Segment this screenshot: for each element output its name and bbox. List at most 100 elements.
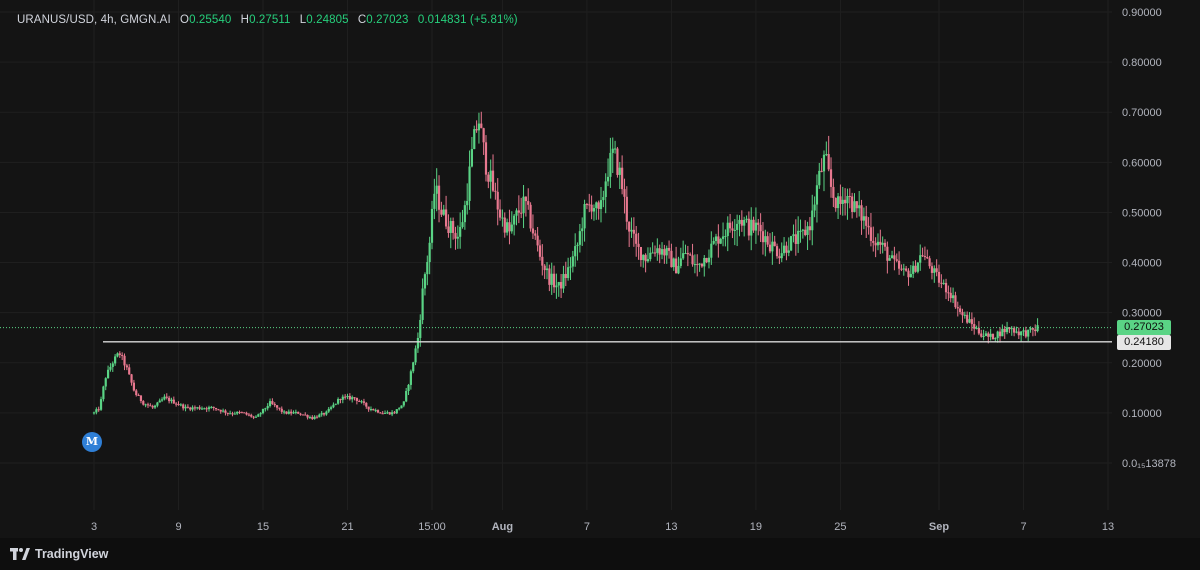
candle-body [508,222,511,232]
candle-body [353,397,356,399]
candle-body [611,148,614,153]
candle-body [233,413,236,415]
candle-body [128,367,131,375]
candle-body [489,170,492,182]
y-tick-label: 0.70000 [1122,107,1162,119]
candle-body [487,174,490,182]
candle-body [273,403,276,406]
change-value: 0.014831 (+5.81%) [417,14,518,26]
candle-body [186,406,189,408]
candle-body [759,224,762,232]
candle-body [1005,327,1009,333]
candle-body [811,210,814,231]
candle-body [571,256,574,267]
candle-body [151,406,154,408]
candle-body [459,227,462,237]
candle-body [710,243,713,258]
candle-body [179,404,182,406]
candle-body [477,123,481,131]
candle-body [351,397,354,400]
candle-body [412,362,415,372]
candle-body [623,189,626,197]
candle-body [672,258,675,268]
candle-body [301,414,305,416]
candle-body [121,354,124,356]
candle-body [287,411,290,414]
candle-body [787,250,790,253]
candle-body [599,200,603,209]
candle-body [905,268,908,271]
candle-body [815,185,819,205]
candle-body [405,391,408,402]
candle-body [609,152,612,177]
candle-body [421,288,424,320]
candle-body [245,412,248,415]
candle-body [585,204,589,206]
candle-body [358,400,361,402]
symbol-title[interactable]: URANUS/USD, 4h, GMGN.AI [17,14,171,26]
candle-body [182,404,185,409]
candle-body [315,416,319,418]
candle-body [266,406,269,409]
candle-body [168,397,171,402]
candle-body [653,252,657,254]
candle-body [264,408,267,410]
candle-body [876,241,880,246]
x-tick-label: 13 [1102,521,1114,533]
candle-body [520,212,523,214]
candle-body [224,410,227,413]
candle-body [728,222,732,229]
tradingview-brand[interactable]: TradingView [10,547,108,561]
candle-body [754,222,758,231]
candle-body [667,247,671,251]
candle-body [747,218,750,236]
candle-body [846,196,849,204]
candle-body [372,408,375,411]
candle-body [564,273,567,279]
candle-body [97,409,100,411]
candle-body [712,240,715,244]
candle-body [637,243,640,247]
candle-body [862,216,865,221]
candle-body [257,414,260,417]
candle-body [592,208,596,212]
time-axis[interactable]: 3 9 15 21 15:00 Aug 7 13 19 25 Sep 7 13 [91,521,1114,533]
candle-body [778,256,781,259]
candle-body [919,255,922,263]
candle-body [219,409,222,412]
candle-body [895,259,898,261]
candle-body [1022,330,1025,332]
candle-body [721,236,725,239]
current-price-tag: 0.27023 [1117,320,1171,335]
candle-body [562,273,565,289]
horizontal-line-price-tag[interactable]: 0.24180 [1117,335,1171,350]
candle-body [498,209,502,218]
candle-body [442,209,445,215]
candle-body [447,226,450,233]
candle-body [482,128,485,143]
candle-body [630,229,633,232]
candle-body [409,371,412,385]
high-label: H [240,14,250,26]
candle-body [437,185,441,210]
candle-body [1031,328,1034,330]
event-marker-icon[interactable]: M [82,432,102,452]
candle-body [975,327,978,329]
candle-body [752,219,755,231]
candle-body [853,201,856,212]
candle-body [604,181,607,198]
candle-body [635,233,638,244]
y-tick-label: 0.60000 [1122,157,1162,169]
candle-body [294,411,297,413]
candle-body [691,255,694,265]
candle-body [897,260,901,269]
candle-body [261,408,265,414]
x-tick-label: 7 [584,521,590,533]
candle-body [362,401,366,403]
candle-body [247,414,251,416]
candle-body [531,228,535,234]
candle-body [693,264,696,266]
candle-body [210,406,213,408]
price-axis[interactable]: 0.90000 0.80000 0.70000 0.60000 0.50000 0.400… [1122,7,1176,470]
